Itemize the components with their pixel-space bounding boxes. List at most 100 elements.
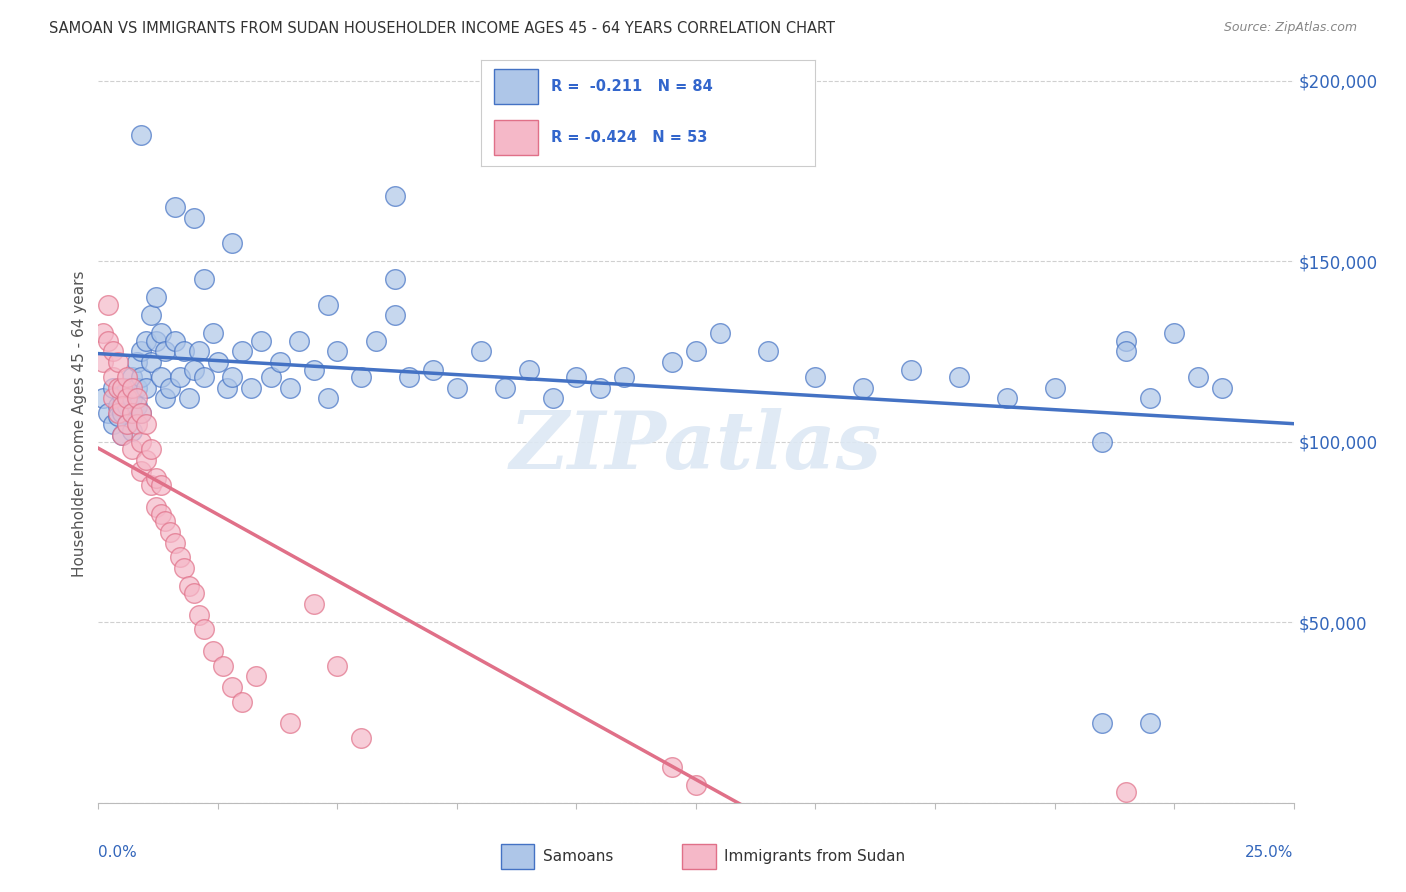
Point bbox=[302, 597, 325, 611]
Point bbox=[111, 381, 134, 395]
Point bbox=[131, 369, 153, 384]
Point bbox=[121, 406, 143, 420]
Point bbox=[101, 417, 124, 431]
Point bbox=[517, 362, 540, 376]
Point bbox=[1211, 381, 1233, 395]
Point bbox=[149, 507, 172, 521]
Point bbox=[107, 355, 129, 369]
Point bbox=[179, 579, 201, 593]
Point bbox=[121, 392, 143, 406]
Point bbox=[1043, 381, 1066, 395]
Point bbox=[326, 344, 349, 359]
Point bbox=[131, 406, 153, 420]
Point bbox=[364, 334, 387, 348]
Point bbox=[193, 369, 215, 384]
Point bbox=[217, 381, 239, 395]
Point bbox=[139, 478, 162, 492]
Point bbox=[470, 344, 492, 359]
Text: Source: ZipAtlas.com: Source: ZipAtlas.com bbox=[1223, 21, 1357, 34]
Point bbox=[121, 424, 143, 438]
Point bbox=[173, 344, 195, 359]
Point bbox=[202, 326, 225, 341]
Point bbox=[202, 644, 225, 658]
Point bbox=[221, 680, 243, 694]
Point bbox=[494, 381, 516, 395]
Point bbox=[91, 392, 114, 406]
Point bbox=[135, 334, 157, 348]
Point bbox=[183, 211, 205, 225]
Point bbox=[139, 309, 162, 323]
Point bbox=[115, 392, 138, 406]
Point bbox=[685, 344, 707, 359]
Point bbox=[101, 392, 124, 406]
Text: 25.0%: 25.0% bbox=[1246, 845, 1294, 860]
Point bbox=[316, 392, 339, 406]
Point bbox=[155, 392, 177, 406]
Point bbox=[101, 344, 124, 359]
Point bbox=[121, 381, 143, 395]
Point bbox=[661, 760, 683, 774]
Point bbox=[107, 409, 129, 424]
Point bbox=[115, 417, 138, 431]
Point bbox=[245, 669, 267, 683]
Point bbox=[1091, 716, 1114, 731]
Point bbox=[1163, 326, 1185, 341]
Point bbox=[159, 381, 181, 395]
Point bbox=[259, 369, 281, 384]
Point bbox=[278, 381, 301, 395]
Text: Immigrants from Sudan: Immigrants from Sudan bbox=[724, 849, 905, 863]
Point bbox=[231, 344, 253, 359]
Point bbox=[756, 344, 779, 359]
Point bbox=[278, 716, 301, 731]
Point bbox=[193, 272, 215, 286]
Point bbox=[221, 369, 243, 384]
Point bbox=[135, 381, 157, 395]
Point bbox=[125, 399, 148, 413]
Point bbox=[155, 514, 177, 528]
Point bbox=[115, 369, 138, 384]
Bar bbox=[501, 844, 534, 869]
Point bbox=[159, 524, 181, 539]
Y-axis label: Householder Income Ages 45 - 64 years: Householder Income Ages 45 - 64 years bbox=[72, 270, 87, 577]
Point bbox=[121, 442, 143, 456]
Point bbox=[187, 608, 209, 623]
Point bbox=[163, 536, 186, 550]
Point bbox=[125, 417, 148, 431]
Point bbox=[125, 392, 148, 406]
Point bbox=[661, 355, 683, 369]
Point bbox=[101, 369, 124, 384]
Point bbox=[804, 369, 827, 384]
Point bbox=[541, 392, 564, 406]
Text: ZIPatlas: ZIPatlas bbox=[510, 408, 882, 485]
Point bbox=[91, 355, 114, 369]
Point bbox=[187, 344, 209, 359]
Point bbox=[135, 417, 157, 431]
Point bbox=[107, 406, 129, 420]
Point bbox=[613, 369, 636, 384]
Point bbox=[288, 334, 311, 348]
Point bbox=[97, 297, 120, 311]
Point bbox=[948, 369, 970, 384]
Point bbox=[145, 334, 167, 348]
Point bbox=[211, 658, 233, 673]
Point bbox=[131, 464, 153, 478]
Point bbox=[1115, 334, 1137, 348]
Point bbox=[107, 381, 129, 395]
Point bbox=[163, 200, 186, 214]
Point bbox=[179, 392, 201, 406]
Point bbox=[193, 623, 215, 637]
Point bbox=[145, 500, 167, 514]
Point bbox=[121, 369, 143, 384]
Text: 0.0%: 0.0% bbox=[98, 845, 138, 860]
Point bbox=[1139, 716, 1161, 731]
Point bbox=[125, 355, 148, 369]
Point bbox=[91, 326, 114, 341]
Point bbox=[1115, 785, 1137, 799]
Point bbox=[131, 128, 153, 142]
Text: SAMOAN VS IMMIGRANTS FROM SUDAN HOUSEHOLDER INCOME AGES 45 - 64 YEARS CORRELATIO: SAMOAN VS IMMIGRANTS FROM SUDAN HOUSEHOL… bbox=[49, 21, 835, 36]
Point bbox=[115, 381, 138, 395]
Point bbox=[101, 381, 124, 395]
Point bbox=[995, 392, 1018, 406]
Point bbox=[145, 290, 167, 304]
Point bbox=[302, 362, 325, 376]
